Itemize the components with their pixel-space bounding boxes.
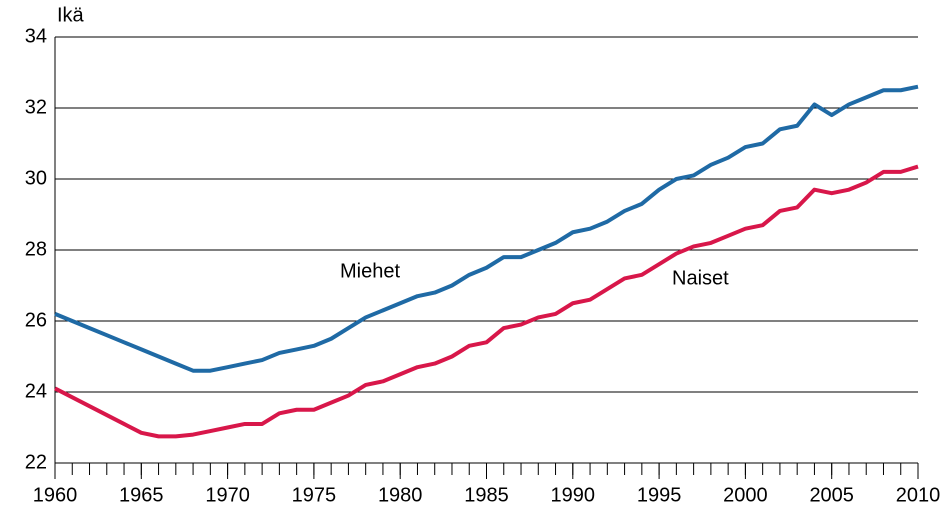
y-tick-label: 26 [25,309,47,331]
y-tick-label: 22 [25,451,47,473]
x-tick-label: 1965 [119,484,164,506]
x-tick-label: 1985 [464,484,509,506]
x-tick-label: 2010 [896,484,941,506]
x-tick-label: 2000 [723,484,768,506]
series-label: Miehet [340,260,400,282]
x-tick-label: 1975 [292,484,337,506]
y-tick-label: 24 [25,380,47,402]
x-tick-label: 1960 [33,484,78,506]
series-label: Naiset [672,267,729,289]
x-tick-label: 1980 [378,484,423,506]
x-tick-label: 1990 [551,484,596,506]
x-tick-label: 2005 [809,484,854,506]
y-axis-label: Ikä [57,4,85,26]
y-tick-label: 28 [25,238,47,260]
series-line [54,164,919,439]
y-tick-label: 34 [25,25,47,47]
y-tick-label: 32 [25,96,47,118]
series-line [54,84,919,373]
x-tick-label: 1995 [637,484,682,506]
x-tick-label: 1970 [205,484,250,506]
y-tick-label: 30 [25,167,47,189]
